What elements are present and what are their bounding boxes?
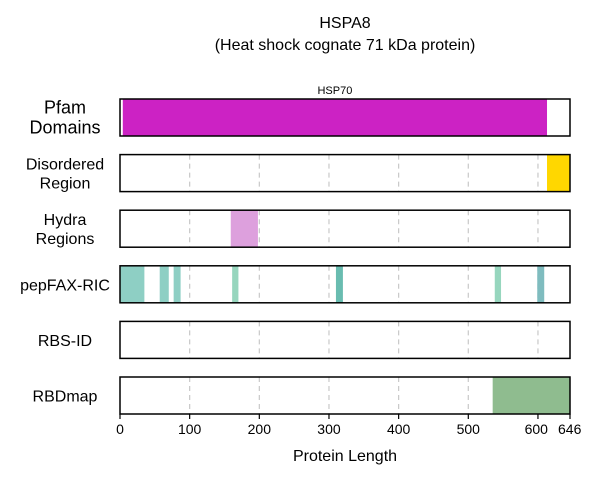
region-bar-3-5	[494, 265, 502, 303]
region-bar-3-1	[159, 265, 169, 303]
chart-subtitle: (Heat shock cognate 71 kDa protein)	[215, 37, 476, 54]
region-bar-3-0	[120, 265, 145, 303]
region-label-0-0: HSP70	[317, 85, 352, 97]
track-label-2: Hydra Regions	[36, 212, 95, 248]
region-bar-3-4	[335, 265, 343, 303]
region-bar-1-0	[547, 154, 570, 192]
chart-title: HSPA8	[319, 15, 370, 32]
track-frame-5	[119, 376, 571, 415]
grid-lines	[189, 99, 539, 414]
x-tick-label-5: 500	[457, 421, 481, 437]
track-5: RBDmap	[33, 376, 571, 415]
track-2: Hydra Regions	[36, 209, 571, 248]
region-bar-2-0	[230, 210, 258, 248]
track-label-3: pepFAX-RIC	[20, 277, 110, 294]
x-tick-label-1: 100	[178, 421, 202, 437]
track-frame-3	[119, 265, 571, 304]
track-1: Disordered Region	[26, 153, 571, 193]
x-tick-label-0: 0	[116, 421, 124, 437]
tracks: HSP70 Pfam Domains Disordered Region Hydra Reg…	[20, 85, 571, 415]
track-frame-1	[119, 153, 571, 193]
track-frame-4	[119, 320, 571, 360]
track-frame-0	[119, 98, 571, 137]
x-tick-label-3: 300	[317, 421, 341, 437]
track-label-1: Disordered Region	[26, 157, 104, 193]
track-label-4: RBS-ID	[38, 333, 92, 350]
region-bar-3-6	[537, 265, 545, 303]
track-frame-2	[119, 209, 571, 248]
x-axis: 0 100 200 300 400 500 600 646	[116, 414, 582, 437]
track-0: HSP70 Pfam Domains	[29, 85, 571, 138]
x-tick-label-4: 400	[387, 421, 411, 437]
track-4: RBS-ID	[38, 320, 571, 360]
region-bar-3-3	[232, 265, 239, 303]
x-axis-label: Protein Length	[293, 448, 397, 465]
track-label-5: RBDmap	[33, 389, 98, 406]
track-label-0: Pfam Domains	[29, 98, 100, 138]
x-tick-label-7: 646	[558, 421, 582, 437]
region-bar-3-2	[173, 265, 181, 303]
region-bar-5-0	[492, 377, 570, 414]
x-tick-label-6: 600	[525, 421, 549, 437]
track-3: pepFAX-RIC	[20, 265, 571, 304]
region-bar-0-0	[122, 99, 548, 136]
x-tick-label-2: 200	[248, 421, 272, 437]
